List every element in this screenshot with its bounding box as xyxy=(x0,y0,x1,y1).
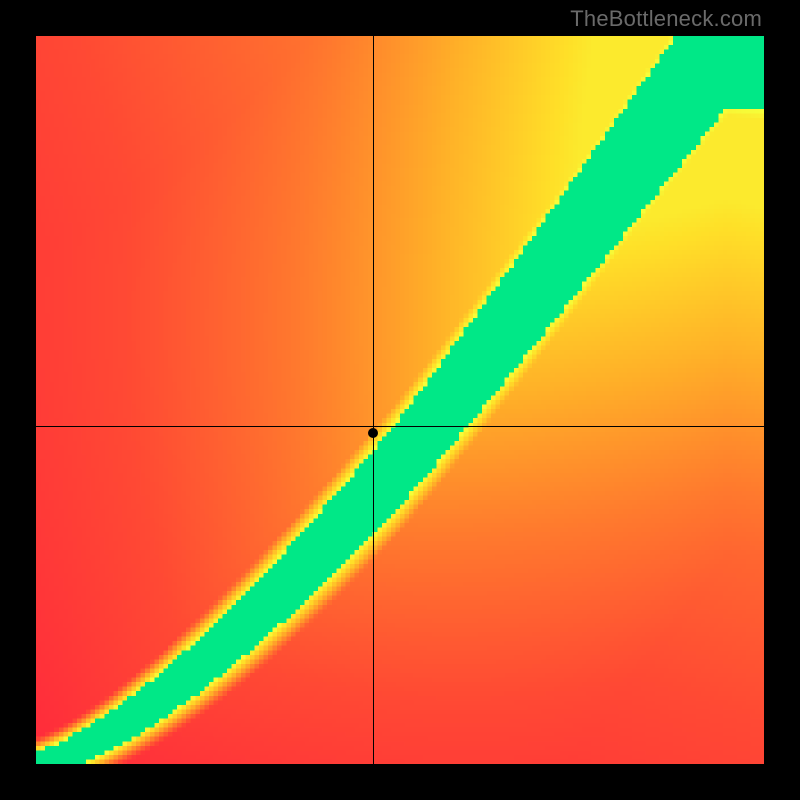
bottleneck-heatmap xyxy=(36,36,764,764)
crosshair-vertical xyxy=(373,36,374,764)
watermark-text: TheBottleneck.com xyxy=(570,6,762,32)
heatmap-canvas xyxy=(36,36,764,764)
crosshair-horizontal xyxy=(36,426,764,427)
selection-marker xyxy=(368,428,378,438)
